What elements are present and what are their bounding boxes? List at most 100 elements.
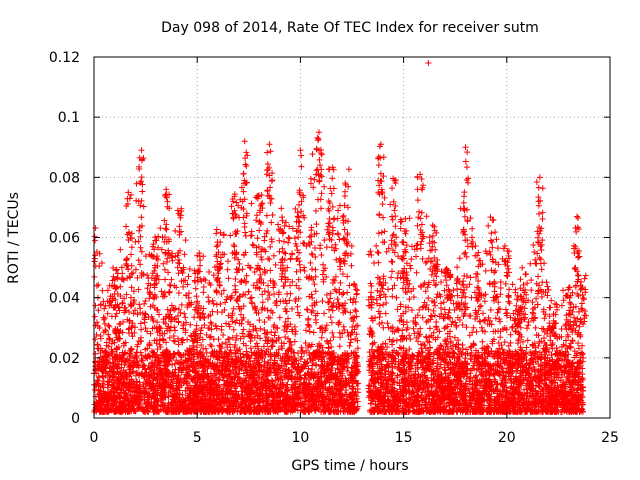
- data-point: [437, 304, 444, 311]
- data-point: [378, 229, 385, 236]
- data-point: [224, 266, 231, 273]
- data-point: [171, 327, 178, 334]
- data-point: [327, 314, 334, 321]
- data-point: [393, 294, 400, 301]
- data-point: [514, 322, 521, 329]
- data-point: [544, 292, 551, 299]
- data-point: [427, 312, 434, 319]
- data-point: [309, 307, 316, 314]
- data-point: [469, 225, 476, 232]
- data-point: [482, 267, 489, 274]
- data-point: [127, 294, 134, 301]
- data-point: [309, 302, 316, 309]
- data-point: [405, 304, 412, 311]
- data-point: [191, 314, 198, 321]
- data-point: [286, 223, 293, 230]
- data-point: [256, 278, 263, 285]
- data-point: [240, 351, 247, 358]
- data-point: [318, 334, 325, 341]
- data-point: [285, 239, 292, 246]
- data-point: [546, 304, 553, 311]
- data-point: [534, 301, 541, 308]
- data-point: [235, 256, 242, 263]
- data-point: [146, 289, 153, 296]
- data-point: [247, 232, 254, 239]
- data-point: [231, 243, 238, 250]
- data-point: [291, 338, 298, 345]
- data-point: [380, 324, 387, 331]
- data-point: [507, 314, 514, 321]
- data-point: [250, 242, 257, 249]
- data-point: [171, 338, 178, 345]
- data-point: [379, 201, 386, 208]
- data-point: [472, 315, 479, 322]
- data-point: [462, 293, 469, 300]
- data-point: [91, 313, 98, 320]
- data-point: [340, 235, 347, 242]
- data-point: [538, 246, 545, 253]
- data-point: [381, 194, 388, 201]
- data-point: [336, 319, 343, 326]
- data-point: [164, 255, 171, 262]
- data-point: [421, 280, 428, 287]
- data-point: [327, 290, 334, 297]
- data-point: [461, 250, 468, 257]
- data-point: [226, 323, 233, 330]
- data-point: [156, 311, 163, 318]
- data-point: [179, 391, 186, 398]
- data-point: [321, 183, 328, 190]
- data-point: [391, 282, 398, 289]
- data-point: [236, 260, 243, 267]
- data-point: [495, 306, 502, 313]
- data-point: [494, 245, 501, 252]
- data-point: [459, 281, 466, 288]
- data-point: [454, 264, 461, 271]
- data-point: [509, 324, 516, 331]
- data-point: [296, 261, 303, 268]
- data-point: [207, 319, 214, 326]
- data-point: [495, 261, 502, 268]
- data-point: [422, 259, 429, 266]
- data-point: [311, 231, 318, 238]
- data-point: [325, 299, 332, 306]
- data-point: [226, 341, 233, 348]
- data-point: [98, 260, 105, 267]
- data-point: [260, 279, 267, 286]
- data-point: [485, 222, 492, 229]
- data-point: [318, 252, 325, 259]
- data-point: [417, 282, 424, 289]
- data-point: [199, 336, 206, 343]
- data-point: [144, 272, 151, 279]
- data-point: [511, 317, 518, 324]
- data-point: [135, 257, 142, 264]
- data-point: [165, 269, 172, 276]
- data-point: [336, 343, 343, 350]
- data-point: [247, 338, 254, 345]
- data-point: [121, 295, 128, 302]
- data-point: [312, 245, 319, 252]
- data-point: [579, 342, 586, 349]
- data-point: [219, 251, 226, 258]
- data-point: [432, 302, 439, 309]
- data-point: [238, 311, 244, 318]
- data-point: [226, 335, 233, 342]
- data-point: [168, 276, 175, 283]
- data-point: [430, 307, 437, 314]
- data-point: [306, 328, 313, 335]
- data-point: [403, 272, 410, 279]
- data-point: [167, 282, 174, 289]
- data-point: [242, 291, 249, 298]
- data-point: [433, 273, 440, 280]
- data-point: [381, 239, 388, 246]
- data-point: [437, 361, 444, 368]
- data-point: [138, 326, 145, 333]
- data-point: [307, 175, 314, 182]
- data-point: [451, 334, 458, 341]
- data-point: [527, 260, 534, 267]
- data-point: [266, 292, 273, 299]
- data-point: [512, 307, 519, 314]
- data-point: [205, 325, 212, 332]
- data-point: [378, 319, 385, 326]
- data-point: [252, 307, 259, 314]
